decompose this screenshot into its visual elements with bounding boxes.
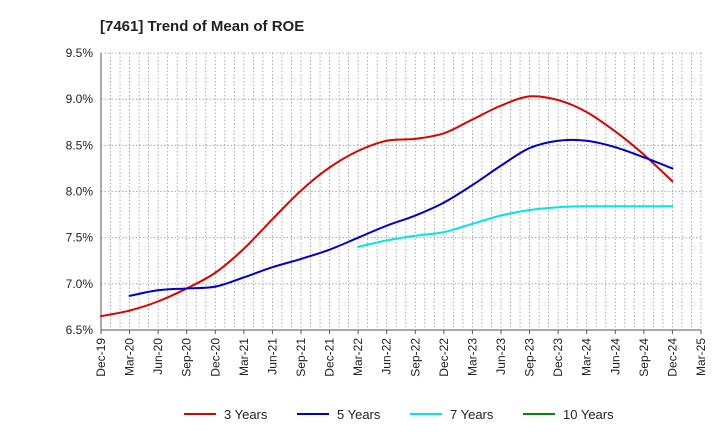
legend-label-7-years: 7 Years <box>450 407 494 422</box>
x-tick-label: Mar-20 <box>123 338 137 376</box>
y-tick-label: 6.5% <box>66 323 94 337</box>
grid-layer <box>100 52 702 331</box>
x-tick-label: Sep-23 <box>523 338 537 377</box>
x-tick-label: Jun-22 <box>380 338 394 375</box>
legend-label-5-years: 5 Years <box>337 407 381 422</box>
series-line-7-years <box>357 205 674 248</box>
series-line-3-years <box>100 95 674 318</box>
legend: 3 Years 5 Years 7 Years 10 Years <box>184 407 614 422</box>
y-tick-label: 8.0% <box>66 185 94 199</box>
legend-label-3-years: 3 Years <box>224 407 268 422</box>
axis-layer: 6.5% 7.0% 7.5% 8.0% 8.5% 9.0% 9.5% Dec-19 Mar-20… <box>66 46 708 377</box>
x-tick-label: Mar-24 <box>580 338 594 376</box>
series-layer <box>100 95 674 318</box>
series-line-5-years <box>128 138 674 297</box>
x-tick-label: Sep-22 <box>408 338 422 377</box>
x-tick-label: Jun-24 <box>608 338 622 375</box>
y-tick-label: 9.5% <box>66 46 94 60</box>
x-tick-label: Dec-24 <box>665 338 679 377</box>
x-tick-label: Mar-21 <box>237 338 251 376</box>
y-tick-label: 7.5% <box>66 231 94 245</box>
x-tick-label: Jun-23 <box>494 338 508 375</box>
y-tick-label: 8.5% <box>66 138 94 152</box>
x-tick-label: Jun-21 <box>265 338 279 375</box>
y-tick-label: 9.0% <box>66 92 94 106</box>
x-tick-label: Dec-22 <box>437 338 451 377</box>
x-tick-label: Dec-21 <box>323 338 337 377</box>
y-tick-label: 7.0% <box>66 277 94 291</box>
x-tick-label: Dec-20 <box>208 338 222 377</box>
plot-area <box>101 53 701 330</box>
x-tick-label: Sep-20 <box>180 338 194 377</box>
x-tick-label: Sep-24 <box>637 338 651 377</box>
legend-label-10-years: 10 Years <box>563 407 614 422</box>
x-tick-label: Dec-23 <box>551 338 565 377</box>
x-tick-label: Dec-19 <box>94 338 108 377</box>
x-tick-label: Mar-25 <box>694 338 708 376</box>
x-tick-label: Sep-21 <box>294 338 308 377</box>
x-tick-label: Jun-20 <box>151 338 165 375</box>
x-tick-label: Mar-23 <box>465 338 479 376</box>
chart-title: [7461] Trend of Mean of ROE <box>100 18 304 35</box>
x-tick-label: Mar-22 <box>351 338 365 376</box>
